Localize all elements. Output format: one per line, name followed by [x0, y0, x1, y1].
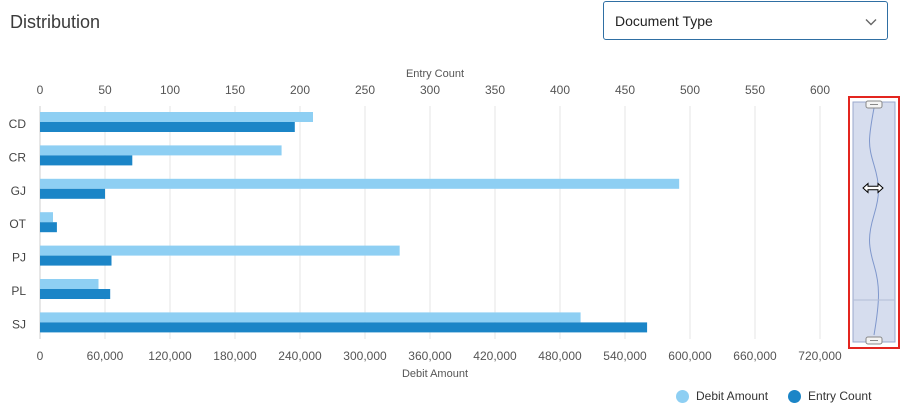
bottom-tick-label: 420,000	[473, 349, 517, 363]
top-tick-label: 250	[355, 83, 375, 97]
bar-entry-count[interactable]	[40, 155, 133, 166]
bottom-tick-label: 480,000	[538, 349, 582, 363]
bar-debit-amount[interactable]	[40, 178, 680, 189]
bottom-tick-label: 600,000	[668, 349, 712, 363]
top-tick-label: 600	[810, 83, 830, 97]
legend-swatch-entry-icon	[788, 389, 802, 403]
category-label: PJ	[12, 251, 26, 265]
top-axis: Entry Count 0 50 100 150 200 250 300 350 400 450 5…	[37, 68, 831, 97]
resize-cursor-icon	[862, 182, 884, 194]
bar-debit-amount[interactable]	[40, 145, 282, 156]
top-tick-label: 150	[225, 83, 245, 97]
top-tick-label: 450	[615, 83, 635, 97]
scroller-highlight-border	[848, 96, 900, 349]
document-type-dropdown[interactable]: Document Type	[603, 1, 888, 40]
top-tick-label: 300	[420, 83, 440, 97]
bottom-tick-label: 660,000	[733, 349, 777, 363]
bottom-tick-label: 60,000	[87, 349, 124, 363]
bar-debit-amount[interactable]	[40, 212, 53, 223]
bottom-axis: Debit Amount 0 60,000 120,000 180,000 240,00…	[37, 349, 842, 380]
bottom-tick-label: 540,000	[603, 349, 647, 363]
bar-entry-count[interactable]	[40, 122, 295, 132]
top-tick-label: 400	[550, 83, 570, 97]
category-label: GJ	[11, 184, 26, 198]
bottom-tick-label: 120,000	[148, 349, 192, 363]
top-tick-label: 100	[160, 83, 180, 97]
top-tick-label: 500	[680, 83, 700, 97]
category-label: CR	[9, 150, 27, 164]
chart-legend: Debit Amount Entry Count	[676, 389, 871, 403]
bottom-tick-label: 180,000	[213, 349, 257, 363]
bar-entry-count[interactable]	[40, 289, 111, 299]
range-scroller[interactable]	[848, 96, 900, 349]
scroller-preview-line	[869, 107, 879, 336]
bottom-axis-title: Debit Amount	[402, 368, 468, 380]
bottom-tick-label: 240,000	[278, 349, 322, 363]
top-tick-label: 0	[37, 83, 44, 97]
top-tick-label: 550	[745, 83, 765, 97]
top-tick-label: 350	[485, 83, 505, 97]
bar-entry-count[interactable]	[40, 222, 57, 233]
bottom-tick-label: 720,000	[798, 349, 842, 363]
legend-label-entry-count: Entry Count	[808, 389, 872, 403]
top-tick-label: 50	[98, 83, 112, 97]
bar-entry-count[interactable]	[40, 188, 105, 199]
category-axis: CD CR GJ OT PJ PL SJ	[9, 117, 27, 331]
bottom-tick-label: 360,000	[408, 349, 452, 363]
category-label: CD	[9, 117, 27, 131]
bottom-tick-label: 300,000	[343, 349, 387, 363]
bars	[40, 112, 680, 333]
category-label: PL	[11, 284, 26, 298]
legend-label-debit-amount: Debit Amount	[696, 389, 769, 403]
bar-debit-amount[interactable]	[40, 279, 99, 289]
legend-item-debit-amount[interactable]: Debit Amount	[676, 389, 768, 403]
gridlines	[39, 106, 821, 339]
chevron-down-icon	[865, 19, 877, 26]
category-label: SJ	[12, 317, 26, 331]
dropdown-selected-value: Document Type	[615, 13, 713, 29]
category-label: OT	[9, 217, 26, 231]
bar-entry-count[interactable]	[40, 255, 112, 266]
top-tick-label: 200	[290, 83, 310, 97]
section-title: Distribution	[10, 12, 101, 32]
bar-debit-amount[interactable]	[40, 112, 313, 122]
legend-item-entry-count[interactable]: Entry Count	[788, 389, 871, 403]
bar-entry-count[interactable]	[40, 322, 648, 333]
legend-swatch-debit-icon	[676, 389, 689, 403]
bar-debit-amount[interactable]	[40, 312, 581, 323]
bar-debit-amount[interactable]	[40, 245, 400, 256]
scroller-track[interactable]	[852, 101, 896, 343]
top-axis-title: Entry Count	[406, 68, 464, 80]
bottom-tick-label: 0	[37, 349, 44, 363]
